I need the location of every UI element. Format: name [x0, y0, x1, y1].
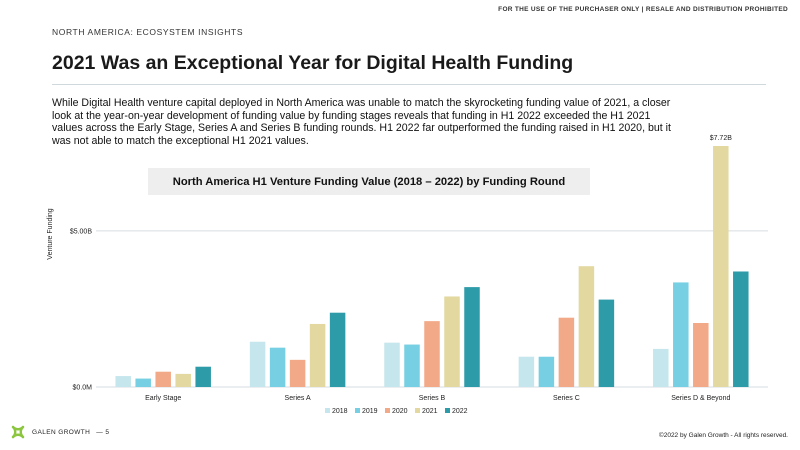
bar-series-a-2019 [269, 347, 286, 387]
legend-swatch-2021 [415, 408, 420, 413]
bar-early-stage-2022 [195, 366, 211, 387]
section-eyebrow: NORTH AMERICA: ECOSYSTEM INSIGHTS [52, 27, 244, 37]
footer-brand-block: GALEN GROWTH — 5 [10, 424, 109, 440]
y-tick-label: $5.00B [70, 228, 93, 235]
legend-label-2019: 2019 [362, 408, 378, 415]
legend-label-2021: 2021 [422, 408, 438, 415]
x-tick-label: Series D & Beyond [671, 395, 730, 402]
bar-series-a-2018 [249, 341, 266, 387]
x-tick-label: Series A [285, 395, 311, 402]
chart-title-box: North America H1 Venture Funding Value (… [148, 168, 590, 195]
bar-series-c-2018 [518, 356, 535, 387]
bar-series-b-2018 [384, 342, 400, 387]
bar-series-b-2022 [464, 287, 480, 387]
bar-series-d-beyond-2019 [673, 282, 689, 387]
y-tick-label: $0.0M [73, 385, 93, 392]
bar-early-stage-2021 [175, 373, 191, 387]
bar-series-d-beyond-2022 [733, 271, 749, 387]
bar-series-b-2020 [424, 321, 440, 387]
bar-series-d-beyond-2018 [653, 348, 669, 387]
bar-series-a-2022 [329, 312, 346, 387]
legend-label-2020: 2020 [392, 408, 408, 415]
bar-early-stage-2018 [115, 376, 131, 387]
x-tick-label: Series B [419, 395, 446, 402]
legend-label-2018: 2018 [332, 408, 348, 415]
bar-series-a-2020 [289, 359, 306, 387]
bar-early-stage-2020 [155, 371, 171, 387]
bar-series-b-2021 [444, 296, 460, 387]
bar-series-c-2021 [578, 266, 595, 387]
legend-label-2022: 2022 [452, 408, 468, 415]
data-label: $7.72B [710, 135, 733, 142]
disclaimer-text: FOR THE USE OF THE PURCHASER ONLY | RESA… [498, 6, 788, 13]
bar-series-c-2020 [558, 317, 575, 387]
title-divider [52, 84, 766, 85]
legend-swatch-2019 [355, 408, 360, 413]
chart-title: North America H1 Venture Funding Value (… [172, 175, 566, 188]
bar-series-c-2022 [598, 299, 615, 387]
bar-series-a-2021 [309, 323, 326, 387]
footer-copyright: ©2022 by Galen Growth - All rights reser… [658, 432, 788, 439]
x-tick-label: Early Stage [145, 395, 181, 402]
legend-swatch-2018 [325, 408, 330, 413]
legend-swatch-2020 [385, 408, 390, 413]
x-tick-label: Series C [553, 395, 580, 402]
footer-page-number: — 5 [96, 428, 110, 436]
legend-swatch-2022 [445, 408, 450, 413]
footer-brand-name: GALEN GROWTH [32, 428, 91, 436]
body-paragraph: While Digital Health venture capital dep… [52, 97, 671, 147]
bar-early-stage-2019 [135, 378, 151, 387]
bar-series-b-2019 [404, 344, 420, 387]
bar-series-d-beyond-2021 [713, 146, 729, 387]
galen-growth-logo-icon [11, 425, 25, 439]
page-title: 2021 Was an Exceptional Year for Digital… [52, 52, 574, 74]
bar-series-d-beyond-2020 [693, 323, 709, 387]
y-axis-label: Venture Funding [47, 208, 54, 259]
bar-series-c-2019 [538, 356, 555, 387]
